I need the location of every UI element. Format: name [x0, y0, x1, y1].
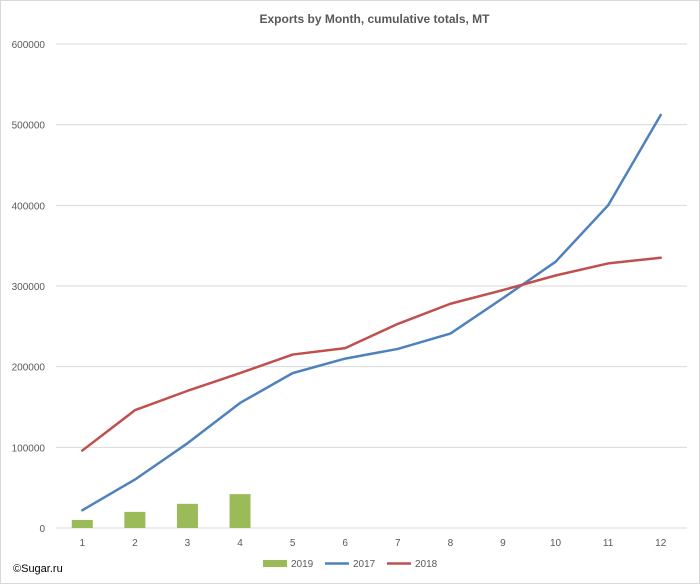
- bar-2019-3: [176, 503, 198, 528]
- legend-swatch: [263, 560, 287, 567]
- y-tick-label: 200000: [12, 363, 46, 374]
- bar-2019-1: [71, 519, 93, 528]
- legend-label: 2019: [291, 559, 314, 570]
- y-tick-label: 600000: [12, 40, 46, 51]
- x-tick-label: 5: [290, 538, 296, 549]
- bar-2019-2: [124, 511, 146, 528]
- x-tick-label: 10: [550, 538, 562, 549]
- x-tick-label: 9: [500, 538, 506, 549]
- y-axis-ticks: 0 100000 200000 300000 400000 500000 600000: [12, 40, 46, 535]
- x-tick-label: 11: [603, 538, 614, 549]
- y-tick-label: 400000: [12, 201, 46, 212]
- y-tick-label: 100000: [12, 443, 46, 454]
- x-tick-label: 3: [185, 538, 191, 549]
- bar-series: [71, 494, 251, 528]
- legend-item-2018: 2018: [387, 559, 438, 570]
- line-series-2017: [81, 113, 662, 512]
- bar-2019-4: [229, 494, 251, 528]
- gridlines: [56, 43, 687, 529]
- legend: 2019 2017 2018: [263, 559, 438, 570]
- line-series-2018: [81, 256, 662, 452]
- x-tick-label: 6: [342, 538, 348, 549]
- x-tick-label: 1: [80, 538, 86, 549]
- chart-title: Exports by Month, cumulative totals, MT: [259, 12, 490, 26]
- x-tick-label: 8: [448, 538, 454, 549]
- x-tick-label: 12: [655, 538, 667, 549]
- legend-label: 2018: [415, 559, 438, 570]
- y-tick-label: 500000: [12, 121, 46, 132]
- x-tick-label: 2: [132, 538, 138, 549]
- x-tick-label: 7: [395, 538, 401, 549]
- legend-label: 2017: [353, 559, 376, 570]
- x-axis-ticks: 1 2 3 4 5 6 7 8 9 10 11 12: [80, 538, 667, 549]
- line-series: [81, 113, 662, 512]
- legend-item-2017: 2017: [325, 559, 376, 570]
- copyright-label: ©Sugar.ru: [13, 563, 63, 575]
- y-tick-label: 300000: [12, 282, 46, 293]
- y-tick-label: 0: [39, 524, 45, 535]
- x-tick-label: 4: [237, 538, 243, 549]
- legend-item-2019: 2019: [263, 559, 314, 570]
